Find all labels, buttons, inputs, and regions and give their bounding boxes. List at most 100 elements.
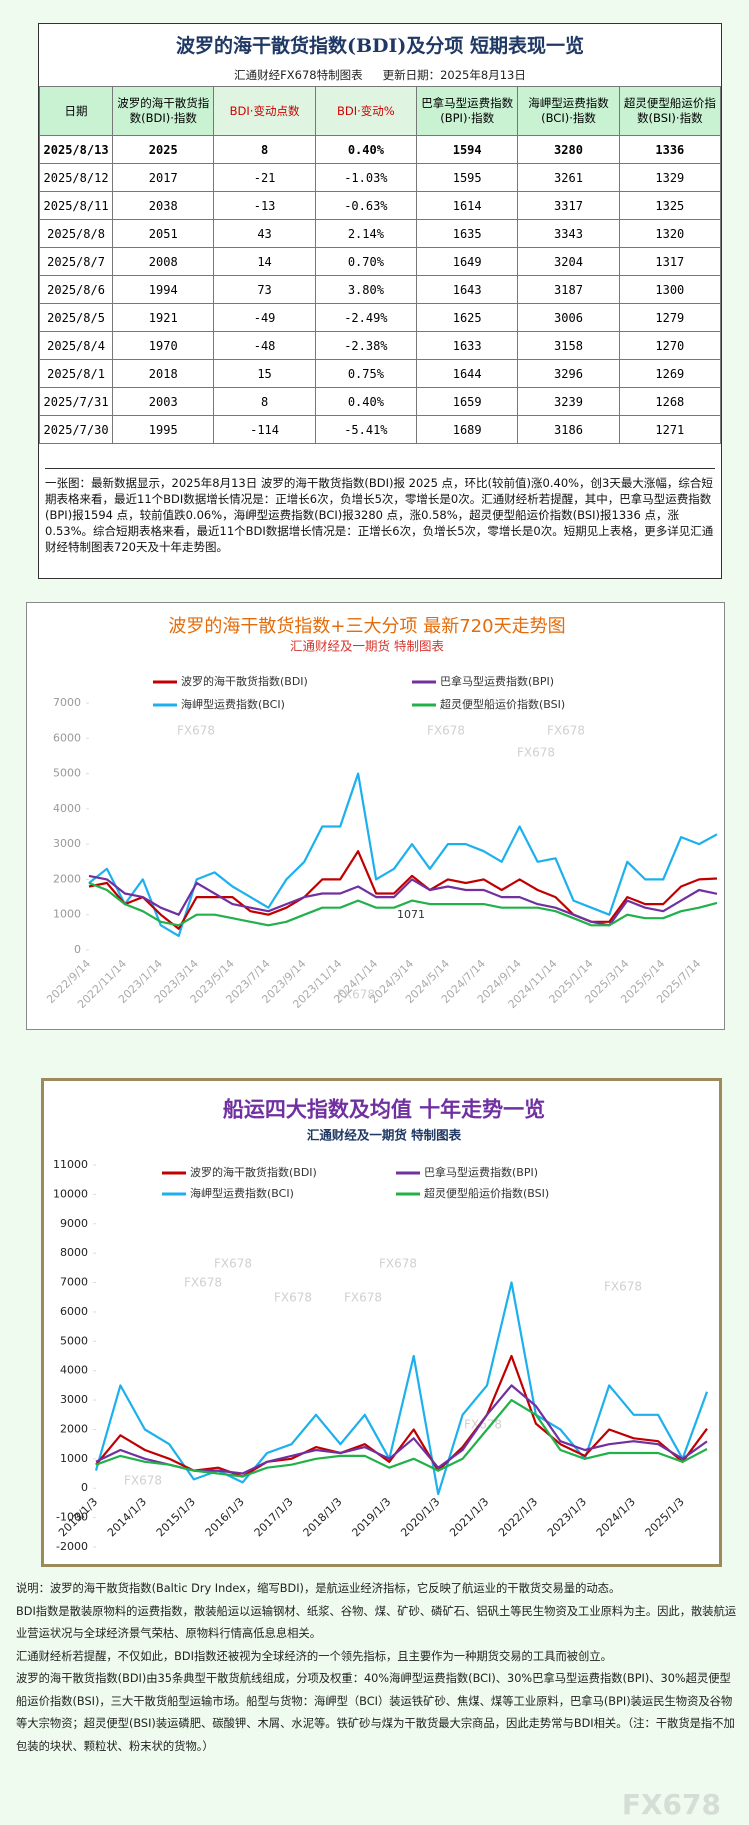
x-tick-label: 2025/1/3: [643, 1495, 687, 1539]
series-line: [95, 1354, 708, 1478]
column-header: 波罗的海干散货指数(BDI)·指数: [112, 86, 215, 136]
table-cell: 2025/7/31: [38, 387, 114, 416]
table-cell: 2003: [112, 387, 215, 416]
watermark: FX678: [621, 1788, 721, 1821]
table-cell: 3296: [517, 359, 620, 388]
y-tick-label: 1000: [53, 908, 81, 921]
table-cell: 1268: [618, 387, 722, 416]
y-tick-label: 10000: [53, 1187, 88, 1200]
table-row: 2025/8/1 2018 15 0.75% 1644 3296 1269: [38, 359, 722, 388]
table-cell: 1649: [416, 247, 519, 276]
chart-title: 船运四大指数及均值 十年走势一览: [223, 1097, 545, 1122]
column-header: 超灵便型船运价指数(BSI)·指数: [618, 86, 722, 136]
legend-label: 波罗的海干散货指数(BDI): [181, 674, 308, 688]
table-cell: 2.14%: [314, 219, 418, 248]
updated: 更新日期：2025年8月13日: [382, 68, 526, 82]
table-row: 2025/8/8 2051 43 2.14% 1635 3343 1320: [38, 219, 722, 248]
table-cell: 2025/8/13: [38, 135, 114, 164]
table-cell: 1271: [618, 415, 722, 444]
table-cell: 1269: [618, 359, 722, 388]
summary: 一张图：最新数据显示，2025年8月13日 波罗的海干散货指数(BDI)报 20…: [45, 468, 715, 555]
table-cell: 1614: [416, 191, 519, 220]
legend-label: 波罗的海干散货指数(BDI): [190, 1165, 317, 1179]
x-tick-label: 2020/1/3: [398, 1495, 442, 1539]
table-row: 2025/8/4 1970 -48 -2.38% 1633 3158 1270: [38, 331, 722, 360]
watermark: FX678: [177, 724, 215, 738]
table-cell: 1300: [618, 275, 722, 304]
y-tick-label: 0: [81, 1481, 88, 1494]
table-cell: 14: [213, 247, 316, 276]
y-tick-label: 7000: [60, 1276, 88, 1289]
watermark: FX678: [337, 988, 375, 1002]
table-cell: 73: [213, 275, 316, 304]
x-tick-label: 2021/1/3: [447, 1495, 491, 1539]
y-tick-label: 2000: [53, 872, 81, 885]
maker: 汇通财经FX678特制图表: [234, 68, 363, 82]
table-cell: 2018: [112, 359, 215, 388]
table-cell: 1336: [618, 135, 722, 164]
legend-label: 巴拿马型运费指数(BPI): [424, 1165, 538, 1179]
table-cell: 2025/8/7: [38, 247, 114, 276]
column-header: BDI·变动%: [314, 86, 418, 136]
table-cell: 0.40%: [314, 135, 418, 164]
note: 波罗的海干散货指数(BDI)由35条典型干散货航线组成，分项及权重：40%海岬型…: [16, 1672, 735, 1753]
table-cell: 2017: [112, 163, 215, 192]
table-cell: -2.49%: [314, 303, 418, 332]
table-cell: 2025/7/30: [38, 415, 114, 444]
watermark: FX678: [547, 724, 585, 738]
table-cell: 2025/8/5: [38, 303, 114, 332]
x-tick-label: 2023/1/3: [545, 1495, 589, 1539]
table-cell: 1594: [416, 135, 519, 164]
watermark: FX678: [124, 1474, 162, 1488]
table-cell: 3158: [517, 331, 620, 360]
table-cell: 1633: [416, 331, 519, 360]
table-cell: 2025/8/4: [38, 331, 114, 360]
watermark: FX678: [344, 1291, 382, 1305]
y-tick-label: 3000: [53, 837, 81, 850]
note: 汇通财经析若提醒，不仅如此，BDI指数还被视为全球经济的一个领先指标，且主要作为…: [16, 1649, 612, 1663]
table-cell: 1325: [618, 191, 722, 220]
chart-title: 波罗的海干散货指数+三大分项 最新720天走势图: [168, 616, 565, 637]
table-cell: 3006: [517, 303, 620, 332]
table-cell: -1.03%: [314, 163, 418, 192]
x-tick-label: 2017/1/3: [252, 1495, 296, 1539]
y-tick-label: 6000: [53, 731, 81, 744]
series-line: [88, 881, 718, 927]
legend-label: 巴拿马型运费指数(BPI): [440, 674, 554, 688]
watermark: FX678: [184, 1276, 222, 1290]
series-line: [95, 1384, 708, 1475]
watermark: FX678: [464, 1418, 502, 1432]
column-header: 日期: [38, 86, 114, 136]
table-cell: 1625: [416, 303, 519, 332]
table-cell: 1635: [416, 219, 519, 248]
series-line: [94, 1281, 709, 1496]
y-tick-label: 4000: [53, 802, 81, 815]
chart-subtitle: 汇通财经及一期货 特制图表: [290, 639, 444, 654]
table-cell: 2025: [112, 135, 215, 164]
y-tick-label: 2000: [60, 1422, 88, 1435]
table-cell: 8: [213, 135, 316, 164]
table-cell: 2051: [112, 219, 215, 248]
x-tick-label: 2014/1/3: [105, 1495, 149, 1539]
y-tick-label: 8000: [60, 1246, 88, 1259]
table-cell: 3343: [517, 219, 620, 248]
table-cell: 2025/8/11: [38, 191, 114, 220]
table-row: 2025/8/11 2038 -13 -0.63% 1614 3317 1325: [38, 191, 722, 220]
table-cell: 8: [213, 387, 316, 416]
column-header: 海岬型运费指数(BCI)·指数: [517, 86, 620, 136]
table-cell: -21: [213, 163, 316, 192]
table-cell: -49: [213, 303, 316, 332]
chart-panel: FX678 FX678 FX678 FX678 FX678 FX678 FX678 FX678…: [41, 1078, 722, 1567]
legend-label: 海岬型运费指数(BCI): [190, 1186, 294, 1200]
table-cell: 3261: [517, 163, 620, 192]
table-cell: 2025/8/6: [38, 275, 114, 304]
table-cell: 1995: [112, 415, 215, 444]
legend-label: 海岬型运费指数(BCI): [181, 697, 285, 711]
watermark: FX678: [517, 746, 555, 760]
y-tick-label: 11000: [53, 1158, 88, 1171]
table-cell: -0.63%: [314, 191, 418, 220]
y-tick-label: 7000: [53, 696, 81, 709]
note: BDI指数是散装原物料的运费指数，散装船运以运输钢材、纸浆、谷物、煤、矿砂、磷矿…: [16, 1604, 737, 1641]
watermark: FX678: [427, 724, 465, 738]
data-table: 日期 波罗的海干散货指数(BDI)·指数 BDI·变动点数 BDI·变动% 巴拿马型运费…: [38, 86, 722, 444]
